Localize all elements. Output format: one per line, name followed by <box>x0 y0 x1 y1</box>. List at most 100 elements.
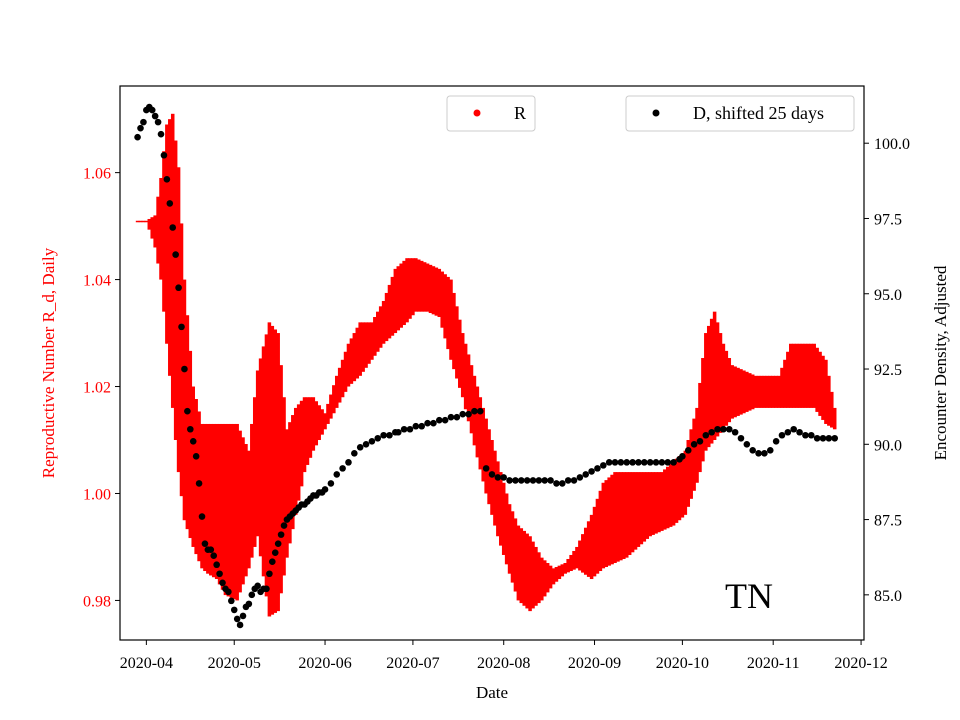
r-band-bar <box>583 527 588 575</box>
legend-r-marker <box>473 109 481 117</box>
r-band-bar <box>706 325 711 448</box>
legend-d-label: D, shifted 25 days <box>693 103 824 123</box>
r-band-bar <box>613 472 617 563</box>
x-axis-label: Date <box>476 683 508 702</box>
d-point <box>140 118 147 126</box>
d-point <box>623 459 631 466</box>
d-point <box>151 112 159 120</box>
d-point <box>494 474 502 481</box>
r-band-bar <box>745 371 749 412</box>
d-point <box>670 459 677 466</box>
r-band-bar <box>173 140 178 441</box>
r-band-bar <box>581 534 585 573</box>
y-axis-right-label: Encounter Density, Adjusted <box>931 265 950 460</box>
r-band-bar <box>235 423 239 601</box>
r-band-bar <box>176 167 181 473</box>
r-band-bar <box>774 375 778 408</box>
legend-r: R <box>446 95 536 132</box>
d-point <box>380 431 387 439</box>
r-band-bar <box>311 397 316 451</box>
r-band-bar <box>616 472 620 562</box>
r-band-bar <box>534 546 538 606</box>
d-point <box>277 531 285 538</box>
r-band-bar <box>712 311 717 440</box>
r-band-bar <box>446 276 450 350</box>
d-point <box>465 410 472 418</box>
r-band-bar <box>771 375 775 408</box>
d-point <box>731 428 739 436</box>
r-band-bar <box>642 472 647 542</box>
r-band-bar <box>337 367 342 403</box>
d-point <box>541 477 549 484</box>
r-band-bar <box>478 397 483 470</box>
r-band-bar <box>660 472 664 531</box>
d-point <box>137 124 144 132</box>
x-tick-label: 2020-05 <box>208 655 261 672</box>
r-band-bar <box>437 268 442 318</box>
d-point <box>611 459 619 466</box>
r-band-bar <box>261 346 266 577</box>
r-band-bar <box>794 343 799 408</box>
x-tick-label: 2020-09 <box>568 655 621 672</box>
d-point <box>386 431 393 439</box>
d-point <box>400 425 408 433</box>
r-band-bar <box>396 266 401 331</box>
r-band-bar <box>475 386 480 458</box>
r-band-bar <box>428 264 433 313</box>
d-point <box>280 522 288 529</box>
d-point <box>576 474 584 481</box>
r-band-bar <box>607 477 611 566</box>
r-band-bar <box>519 528 524 604</box>
r-band-bar <box>431 266 436 315</box>
plot-area <box>134 103 839 629</box>
d-point <box>154 118 162 126</box>
r-band-bar <box>317 405 321 441</box>
legend-d: D, shifted 25 days <box>625 95 855 132</box>
r-band-bar <box>326 403 330 424</box>
x-tick-label: 2020-10 <box>656 655 709 672</box>
r-band-bar <box>422 262 427 312</box>
y-axis-right: 85.0 87.5 90.0 92.5 95.0 97.5 100.0 <box>864 136 910 605</box>
r-band-bar <box>214 423 219 580</box>
r-band-bar <box>200 423 204 569</box>
r-band-bar <box>674 458 679 523</box>
d-point <box>553 480 560 487</box>
d-point <box>813 434 821 442</box>
r-band-bar <box>525 533 529 609</box>
r-band-bar <box>487 429 491 505</box>
d-point <box>600 462 607 469</box>
r-band-bar <box>496 461 500 537</box>
r-band-bar <box>144 220 149 223</box>
d-point <box>658 459 666 466</box>
r-band-bar <box>789 343 793 408</box>
d-point <box>239 612 247 620</box>
r-band-bar <box>545 563 550 593</box>
d-point <box>266 570 273 578</box>
y-right-tick-label: 90.0 <box>874 437 902 454</box>
d-point <box>761 450 768 457</box>
r-band-bar <box>645 472 650 539</box>
r-band-bar <box>135 220 140 223</box>
r-band-bar <box>138 220 143 223</box>
d-point <box>216 570 223 578</box>
d-point <box>564 477 572 484</box>
r-band-bar <box>504 493 509 565</box>
r-band-bar <box>704 333 708 451</box>
r-band-bar <box>657 472 661 533</box>
r-band-bar <box>786 351 790 408</box>
y-axis-left: 0.98 1.00 1.02 1.04 1.06 <box>83 166 120 610</box>
r-band-bar <box>548 565 553 589</box>
r-band-bar <box>168 119 172 376</box>
d-point <box>195 480 203 487</box>
r-band-bar <box>314 401 319 446</box>
r-band-bar <box>329 394 333 419</box>
r-band-bar <box>537 552 541 604</box>
d-point <box>269 558 276 566</box>
d-point <box>263 585 270 593</box>
r-band-bar <box>376 311 380 352</box>
d-point <box>535 477 543 484</box>
r-band-bar <box>765 375 770 408</box>
r-band-bar <box>780 367 784 408</box>
r-band-bar <box>563 563 567 574</box>
d-point <box>178 323 185 331</box>
